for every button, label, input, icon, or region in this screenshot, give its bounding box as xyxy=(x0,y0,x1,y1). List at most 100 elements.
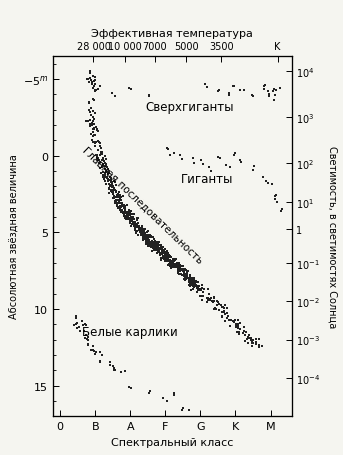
Point xyxy=(167,258,173,265)
Point xyxy=(162,255,168,262)
Point xyxy=(143,232,148,239)
Point xyxy=(111,185,117,192)
Point xyxy=(135,215,140,222)
Point xyxy=(183,272,188,279)
Point xyxy=(151,239,157,247)
Point xyxy=(144,239,149,246)
Point xyxy=(240,330,246,337)
Point xyxy=(73,313,79,320)
Point xyxy=(116,205,121,212)
Point xyxy=(120,203,126,211)
Point xyxy=(163,249,168,257)
Point xyxy=(204,295,209,302)
Point xyxy=(192,277,197,284)
Point xyxy=(149,240,154,247)
Point xyxy=(93,87,99,94)
Text: Белые карлики: Белые карлики xyxy=(82,326,178,339)
Point xyxy=(158,257,164,264)
Point xyxy=(171,262,177,269)
Point xyxy=(142,226,147,233)
Point xyxy=(139,226,144,233)
Point xyxy=(97,349,103,356)
Point xyxy=(208,168,213,175)
Point xyxy=(109,179,114,187)
Point xyxy=(137,228,143,235)
Point xyxy=(162,250,167,258)
Point xyxy=(109,184,115,191)
Point xyxy=(117,205,122,212)
Point xyxy=(114,192,119,199)
Point xyxy=(96,86,101,93)
Text: Сверхгиганты: Сверхгиганты xyxy=(146,101,234,114)
Point xyxy=(238,320,243,327)
Point xyxy=(192,283,197,290)
Point xyxy=(105,166,111,173)
Point xyxy=(132,220,137,227)
Point xyxy=(98,143,103,150)
Point xyxy=(118,197,123,204)
Point xyxy=(86,79,92,86)
Point xyxy=(98,150,104,157)
Point xyxy=(86,106,91,114)
Point xyxy=(233,321,239,328)
Point xyxy=(143,238,149,245)
Point xyxy=(202,286,207,293)
Point xyxy=(160,244,165,251)
Point xyxy=(102,172,107,179)
Point xyxy=(137,222,142,230)
Point xyxy=(216,300,221,308)
Point xyxy=(130,216,135,223)
Point xyxy=(102,175,107,182)
Point xyxy=(200,296,205,303)
Point xyxy=(246,331,252,339)
Point xyxy=(172,150,177,157)
Point xyxy=(194,283,199,290)
Point xyxy=(128,218,133,226)
Point xyxy=(219,313,224,320)
Point xyxy=(122,368,128,375)
Point xyxy=(140,226,145,233)
Point xyxy=(139,223,144,231)
Point xyxy=(233,150,238,157)
Point xyxy=(141,230,146,238)
Point xyxy=(243,329,249,336)
Point xyxy=(118,195,123,202)
Point xyxy=(128,214,133,221)
Point xyxy=(266,91,271,99)
Point xyxy=(155,245,160,253)
Point xyxy=(131,222,137,229)
Point xyxy=(114,202,119,209)
Point xyxy=(197,287,202,294)
Point xyxy=(86,99,92,106)
Point xyxy=(146,238,152,246)
Point xyxy=(127,220,132,227)
Point xyxy=(84,76,90,83)
Point xyxy=(155,243,160,250)
Point xyxy=(182,272,188,279)
Point xyxy=(227,317,232,324)
Point xyxy=(107,361,113,369)
Point xyxy=(82,328,87,335)
Point xyxy=(225,313,230,320)
Point xyxy=(204,298,209,306)
Point xyxy=(150,233,155,241)
Point xyxy=(155,242,160,249)
Point xyxy=(91,133,96,141)
Point xyxy=(111,191,116,198)
Point xyxy=(84,322,89,329)
Point xyxy=(95,138,100,146)
Point xyxy=(158,245,163,253)
Point xyxy=(188,280,194,288)
Point xyxy=(113,198,118,205)
Point xyxy=(274,199,280,207)
Point xyxy=(252,163,257,171)
Point xyxy=(158,246,163,253)
Point xyxy=(117,192,122,199)
Point xyxy=(151,239,156,247)
Point xyxy=(129,217,135,224)
Point xyxy=(248,335,253,342)
Point xyxy=(187,280,192,288)
Point xyxy=(195,286,201,293)
Point xyxy=(145,228,151,235)
Point xyxy=(164,254,170,261)
